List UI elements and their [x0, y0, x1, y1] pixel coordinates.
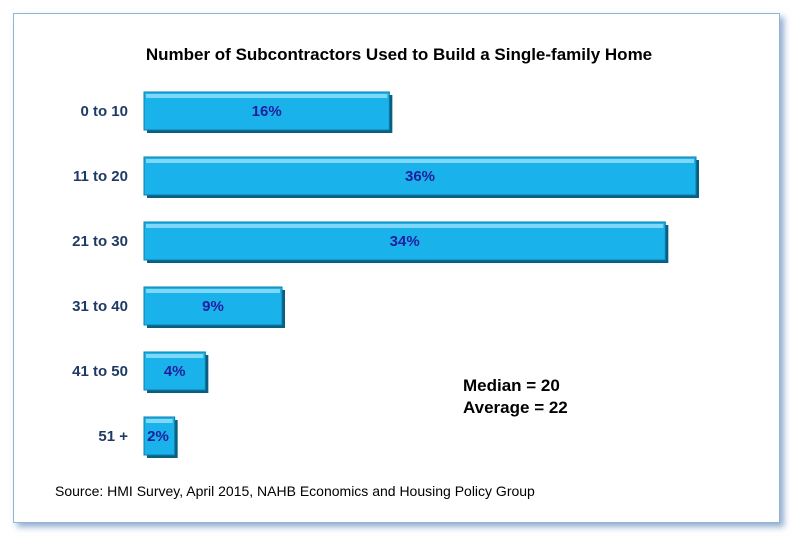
value-label: 34%	[390, 233, 420, 250]
category-label: 11 to 20	[73, 168, 128, 185]
value-label: 16%	[252, 103, 282, 120]
category-label: 31 to 40	[72, 298, 128, 315]
value-label: 9%	[202, 298, 224, 315]
stats-box: Median = 20 Average = 22	[463, 375, 568, 419]
source-note: Source: HMI Survey, April 2015, NAHB Eco…	[55, 483, 535, 499]
value-label: 2%	[147, 428, 169, 445]
value-label: 36%	[405, 168, 435, 185]
average-annotation: Average = 22	[463, 398, 568, 417]
bar	[143, 351, 206, 391]
bar-highlight	[146, 419, 173, 423]
bar	[143, 221, 666, 261]
bar-highlight	[146, 289, 280, 293]
category-label: 21 to 30	[72, 233, 128, 250]
category-label: 0 to 10	[80, 103, 128, 120]
median-annotation: Median = 20	[463, 376, 560, 395]
value-label: 4%	[164, 363, 186, 380]
category-label: 51 +	[98, 428, 128, 445]
bars-group: 0 to 10 16% 11 to 20 36% 21 to 30 34% 31 to 40…	[72, 91, 699, 458]
bar-highlight	[146, 224, 664, 228]
category-label: 41 to 50	[72, 363, 128, 380]
bar-highlight	[146, 354, 204, 358]
chart-title: Number of Subcontractors Used to Build a…	[145, 45, 653, 64]
bar	[143, 91, 390, 131]
chart-frame	[13, 13, 780, 523]
bar-highlight	[146, 159, 694, 163]
bar-highlight	[146, 94, 388, 98]
bar	[143, 416, 176, 456]
bar	[143, 286, 283, 326]
bar	[143, 156, 697, 196]
